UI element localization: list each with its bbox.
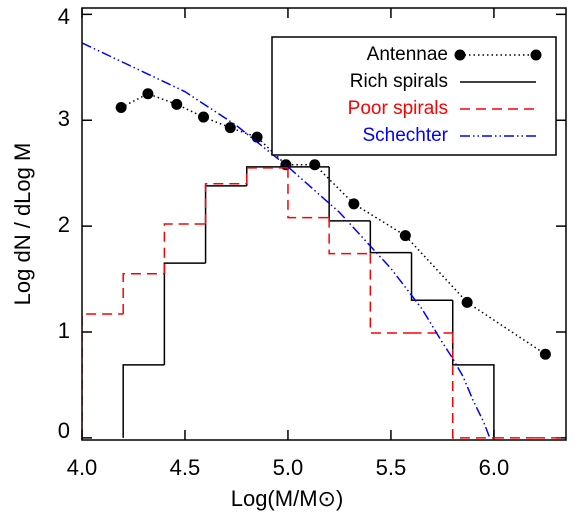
histogram-bin: [163, 262, 206, 365]
x-tick-label: 4.0: [67, 455, 98, 480]
histogram-bin: [246, 166, 288, 186]
marker: [198, 111, 210, 123]
x-tick-label: 5.0: [273, 455, 304, 480]
y-axis-label: Log dN / dLog M: [10, 143, 35, 306]
y-tick-label: 0: [58, 418, 70, 443]
legend-label: Schechter: [362, 125, 448, 146]
marker: [171, 98, 183, 110]
y-tick-label: 3: [58, 106, 70, 131]
series-line: [82, 42, 491, 439]
legend-label: Antennae: [367, 44, 448, 65]
histogram-bin: [204, 185, 247, 264]
legend-label: Rich spirals: [350, 71, 448, 92]
histogram-bin: [369, 220, 412, 254]
x-axis-label: Log(M/M⊙): [231, 486, 344, 511]
legend-marker: [454, 49, 466, 61]
marker: [309, 159, 321, 171]
x-tick-label: 6.0: [479, 455, 510, 480]
histogram-bin: [410, 252, 453, 301]
y-tick-label: 2: [58, 212, 70, 237]
marker: [399, 230, 411, 242]
histogram-bin: [246, 167, 288, 184]
x-tick-label: 4.5: [170, 455, 201, 480]
plot-frame: [81, 7, 567, 441]
histogram-bin: [328, 217, 371, 255]
legend-marker: [530, 49, 542, 61]
histogram-bin: [122, 364, 165, 438]
histogram-bin: [451, 333, 494, 439]
histogram-bin: [204, 183, 247, 224]
histogram-bin: [82, 313, 124, 438]
histogram-bin: [328, 166, 371, 222]
marker: [461, 296, 473, 308]
marker: [224, 122, 236, 134]
histogram-bin: [287, 167, 330, 219]
y-tick-label: 1: [58, 318, 70, 343]
legend-label: Poor spirals: [348, 98, 448, 119]
marker: [142, 88, 154, 100]
histogram-bin: [369, 253, 412, 334]
histogram-bin: [163, 223, 206, 274]
marker: [348, 198, 360, 210]
marker: [539, 348, 551, 360]
histogram-bin: [122, 273, 165, 314]
marker: [251, 131, 263, 143]
y-tick-label: 4: [58, 4, 70, 29]
x-tick-label: 5.5: [376, 455, 407, 480]
marker: [115, 102, 127, 114]
